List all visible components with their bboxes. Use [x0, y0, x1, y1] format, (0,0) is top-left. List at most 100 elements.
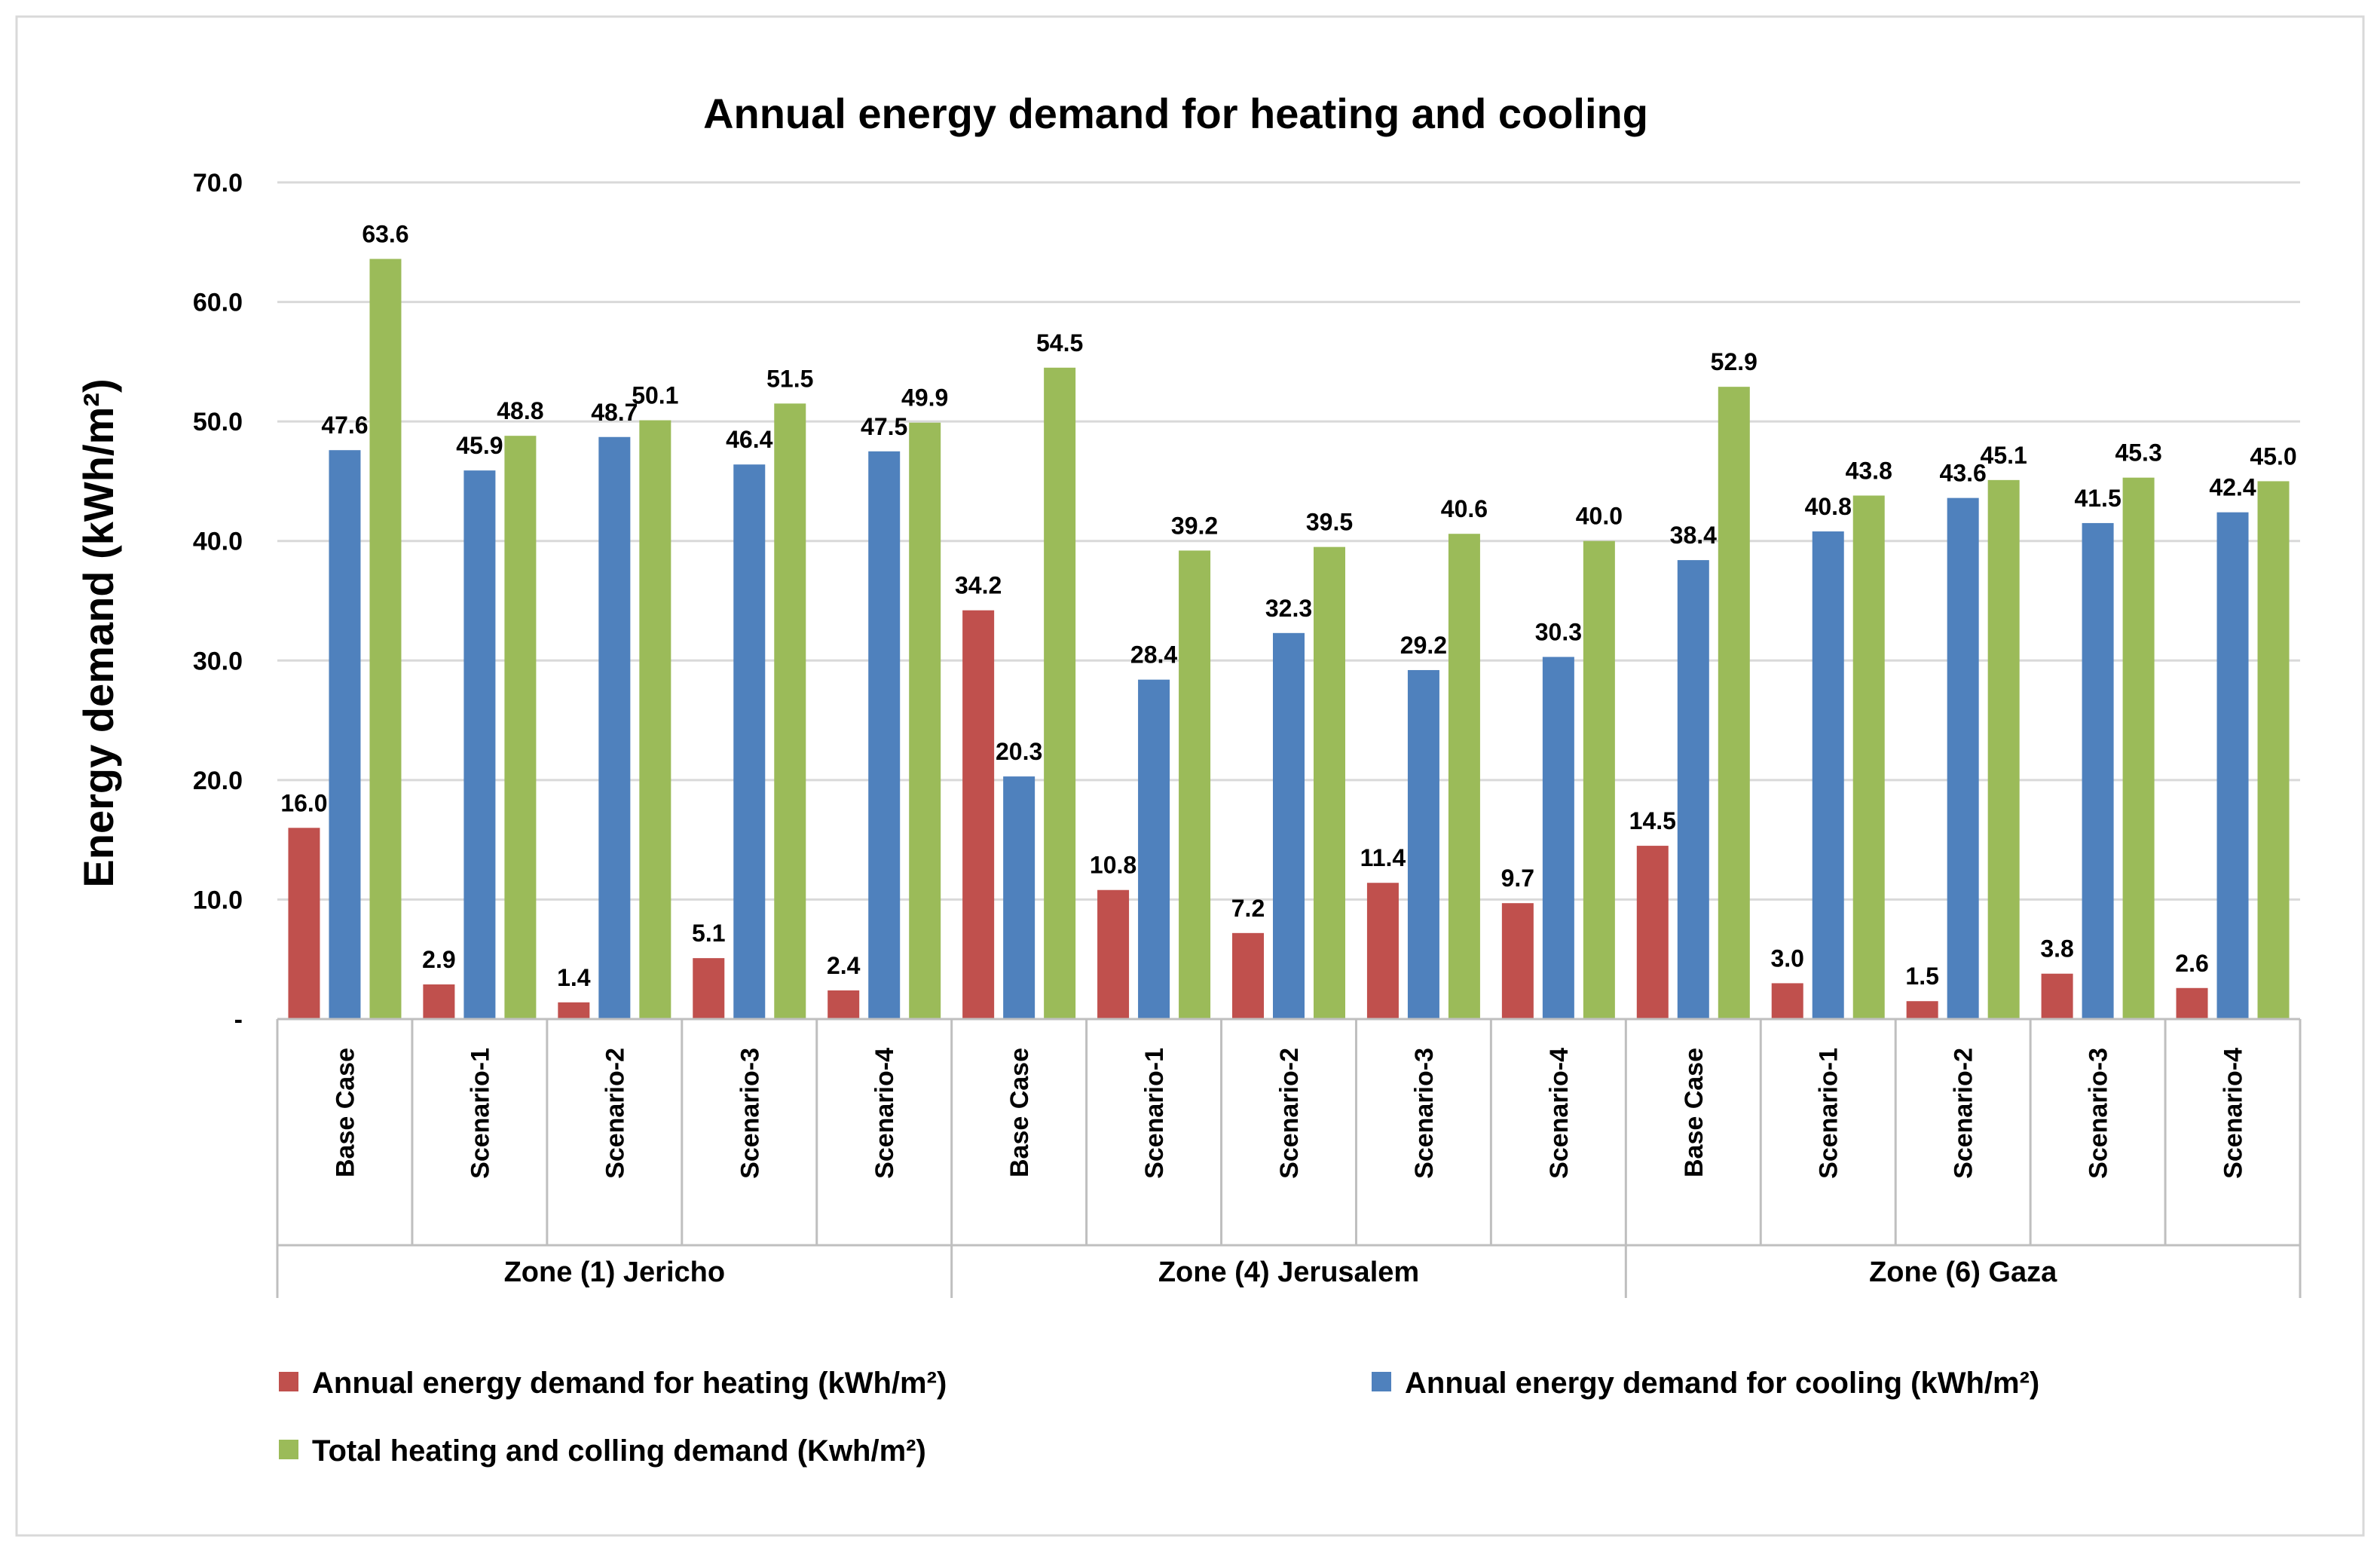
bar-heating: [1232, 932, 1264, 1019]
data-label: 50.1: [632, 382, 678, 409]
bar-heating: [288, 828, 320, 1019]
bar-total: [1044, 367, 1076, 1019]
x-tick-label: Scenario-1: [1140, 1048, 1169, 1179]
legend: Annual energy demand for heating (kWh/m²…: [279, 1367, 2039, 1468]
data-label: 29.2: [1400, 632, 1447, 659]
legend-swatch: [279, 1372, 298, 1391]
data-label: 48.8: [497, 397, 543, 424]
data-label: 39.2: [1171, 512, 1218, 539]
data-label: 20.3: [996, 738, 1042, 765]
data-label: 11.4: [1360, 844, 1406, 871]
bar-total: [2257, 481, 2290, 1019]
y-tick-label: 70.0: [193, 169, 243, 197]
bar-cooling: [1812, 531, 1844, 1019]
x-tick-label: Scenario-1: [466, 1048, 494, 1179]
data-label: 7.2: [1231, 895, 1265, 922]
bar-total: [1852, 495, 1885, 1019]
bar-heating: [962, 610, 995, 1019]
data-label: 46.4: [726, 426, 772, 453]
data-label: 42.4: [2209, 474, 2256, 501]
chart-title: Annual energy demand for heating and coo…: [703, 90, 1648, 137]
bar-cooling: [1003, 776, 1036, 1019]
data-label: 32.3: [1265, 595, 1312, 622]
data-label: 9.7: [1501, 865, 1534, 892]
data-label: 5.1: [692, 920, 725, 947]
bar-heating: [827, 990, 860, 1019]
x-tick-label: Base Case: [1680, 1048, 1709, 1177]
y-axis-ticks: - 10.0 20.0 30.0 40.0 50.0 60.0 70.0: [193, 169, 243, 1034]
bars: [288, 259, 2290, 1019]
bar-heating: [1906, 1001, 1938, 1019]
legend-swatch: [1372, 1372, 1391, 1391]
x-tick-label: Base Case: [331, 1048, 359, 1177]
bar-total: [774, 403, 806, 1019]
data-label: 48.7: [591, 399, 638, 426]
data-label: 2.4: [827, 952, 861, 979]
x-tick-label: Scenario-4: [870, 1048, 899, 1179]
data-label: 3.8: [2040, 935, 2073, 963]
bar-total: [639, 420, 671, 1019]
data-label: 52.9: [1711, 348, 1757, 375]
x-tick-label: Scenario-4: [1545, 1048, 1574, 1179]
bar-heating: [1771, 983, 1803, 1019]
y-tick-label: 30.0: [193, 647, 243, 675]
data-label: 41.5: [2074, 485, 2121, 512]
bar-cooling: [1138, 679, 1170, 1019]
bar-heating: [693, 958, 725, 1019]
data-label: 3.0: [1770, 944, 1803, 972]
bar-cooling: [868, 451, 901, 1019]
x-axis: Base Case Scenario-1 Scenario-2 Scenario-3 S…: [276, 1018, 2302, 1298]
bar-cooling: [733, 464, 766, 1019]
y-tick-label: 20.0: [193, 767, 243, 795]
bar-heating: [2176, 987, 2208, 1019]
data-label: 38.4: [1670, 522, 1717, 549]
bar-heating: [1097, 889, 1130, 1019]
bar-heating: [558, 1002, 590, 1019]
bar-cooling: [1677, 560, 1709, 1019]
bar-heating: [2041, 973, 2073, 1019]
bar-total: [909, 422, 941, 1019]
data-label: 14.5: [1629, 807, 1676, 834]
data-label: 2.6: [2175, 950, 2208, 977]
data-label: 34.2: [955, 572, 1002, 599]
data-label: 45.0: [2250, 442, 2296, 470]
data-label: 47.5: [861, 413, 907, 440]
y-tick-label: 60.0: [193, 289, 243, 317]
data-label: 45.1: [1981, 442, 2027, 469]
bar-total: [2122, 477, 2155, 1019]
data-label: 45.3: [2115, 439, 2161, 467]
bar-cooling: [1273, 632, 1305, 1019]
bar-total: [369, 259, 402, 1019]
data-label: 54.5: [1036, 329, 1083, 357]
legend-swatch: [279, 1440, 298, 1459]
y-tick-label: 10.0: [193, 886, 243, 914]
bar-total: [1583, 540, 1615, 1019]
x-tick-label: Scenario-1: [1815, 1048, 1843, 1179]
y-tick-label: -: [234, 1006, 243, 1034]
data-label: 16.0: [280, 789, 327, 816]
data-label: 10.8: [1090, 852, 1136, 879]
data-label: 40.0: [1576, 503, 1623, 530]
data-label: 39.5: [1306, 509, 1353, 536]
bar-total: [504, 436, 537, 1019]
data-label: 51.5: [766, 365, 813, 392]
bar-cooling: [2216, 512, 2249, 1019]
bar-total: [1718, 387, 1750, 1019]
bar-heating: [423, 984, 455, 1019]
data-label: 30.3: [1535, 619, 1582, 646]
data-label: 43.8: [1846, 457, 1892, 484]
bar-cooling: [1542, 657, 1574, 1019]
group-label: Zone (1) Jericho: [504, 1257, 726, 1288]
bar-total: [1448, 534, 1480, 1019]
bar-total: [1179, 550, 1211, 1019]
data-label: 40.6: [1441, 495, 1488, 522]
y-tick-label: 40.0: [193, 528, 243, 556]
x-tick-label: Scenario-2: [1275, 1048, 1304, 1179]
data-label: 43.6: [1940, 460, 1987, 487]
data-label: 2.9: [422, 946, 455, 973]
x-tick-label: Scenario-3: [1410, 1048, 1439, 1179]
x-tick-label: Scenario-2: [601, 1048, 629, 1179]
data-label: 63.6: [362, 220, 408, 247]
x-tick-label: Scenario-4: [2219, 1048, 2248, 1179]
